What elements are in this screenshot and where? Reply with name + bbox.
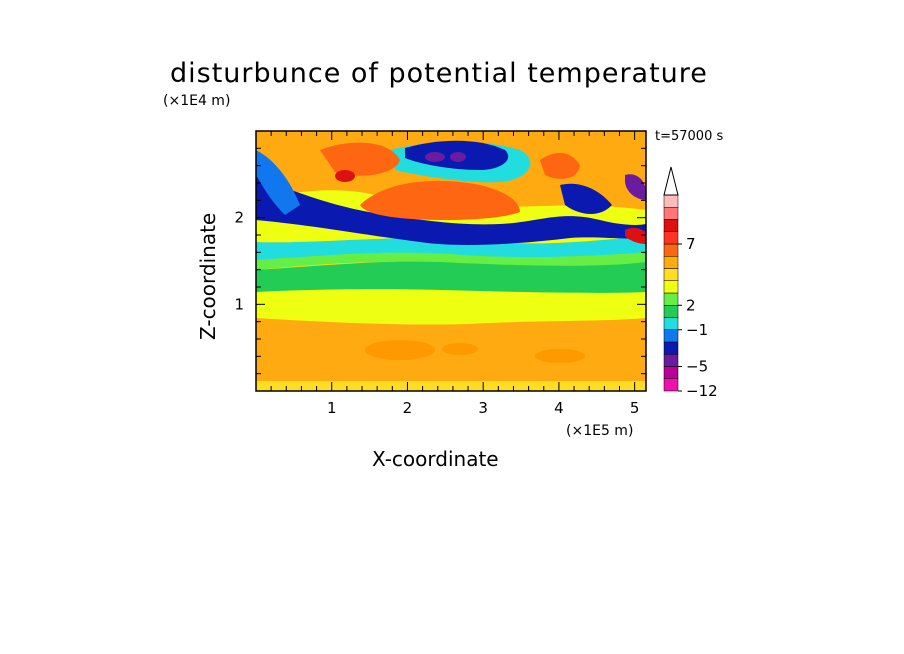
x-axis: 1 2 3 4 5 [270,131,640,417]
colorbar-swatch [663,317,679,330]
colorbar-swatch [663,366,679,379]
chart-title: disturbunce of potential temperature [170,58,708,89]
z-axis-unit: (×1E4 m) [163,93,231,109]
x-tick-label: 3 [478,399,488,417]
upper-red-left [320,142,400,176]
colorbar-swatch [663,256,679,269]
colorbar-tick-label: −1 [686,321,708,339]
upper-red-spot [335,170,355,182]
upper-right-blue [560,183,612,215]
colorbar-swatch [663,219,679,232]
upper-blue-band [256,176,646,245]
upper-right-purple [625,174,646,200]
upper-right-red [625,227,646,244]
y-axis: 12 [234,147,646,375]
time-label: t=57000 s [655,129,724,144]
colorbar-extend-arrow [663,166,679,196]
lower-orange-blob-2 [535,349,585,363]
colorbar-swatch [663,378,679,392]
colorbar-swatch [663,207,679,220]
colorbar-tick-label: 7 [686,235,696,253]
upper-purple-2 [450,152,466,162]
upper-right-orange [540,153,580,179]
upper-orange-dome [360,180,520,220]
colorbar-swatch [663,341,679,355]
upper-purple-1 [425,152,445,162]
colorbar-tick-label: −12 [686,382,718,400]
colorbar: 7 2 −1 −5 −12 [663,166,718,400]
colorbar-tick-label: 2 [686,296,696,314]
colorbar-swatch [663,194,679,208]
lower-orange-blob-3 [442,343,478,355]
x-tick-label: 5 [630,399,640,417]
colorbar-swatch [663,292,679,306]
plot-frame [255,130,647,392]
x-axis-label: X-coordinate [372,447,499,471]
x-tick-label: 4 [554,399,564,417]
y-tick-label: 2 [234,209,244,227]
upper-blue-left [256,150,300,215]
y-tick-label: 1 [234,295,244,313]
colorbar-tick-label: −5 [686,358,708,376]
x-tick-label: 2 [403,399,413,417]
colorbar-swatch [663,280,679,294]
band-green [256,258,646,293]
colorbar-swatch [663,329,679,343]
colorbar-swatch [663,305,679,318]
contour-field [256,131,646,391]
colorbar-swatch [663,268,679,281]
lower-orange-blob-1 [365,340,435,360]
band-mid-yellow [256,287,646,325]
x-tick-label: 1 [327,399,337,417]
colorbar-swatch [663,231,679,245]
colorbar-swatch [663,354,679,367]
colorbar-swatch [663,243,679,257]
x-axis-unit: (×1E5 m) [566,423,634,439]
